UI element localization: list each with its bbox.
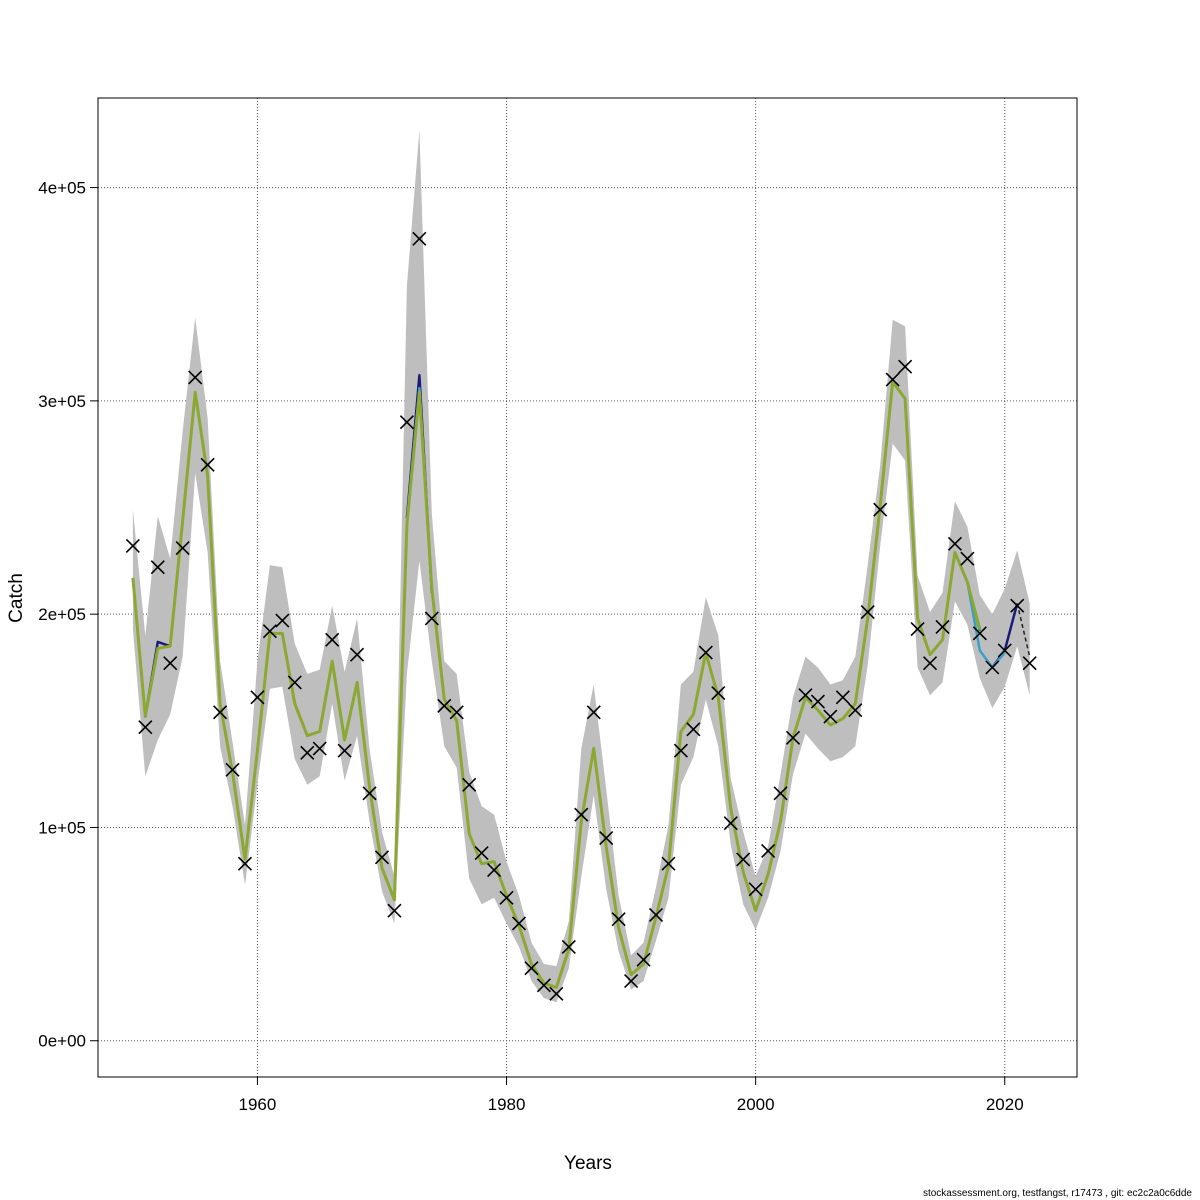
observed-point-1973 bbox=[412, 231, 427, 246]
observed-point-1965 bbox=[312, 741, 327, 756]
observed-point-2004 bbox=[798, 688, 813, 703]
observed-point-1984 bbox=[549, 986, 564, 1001]
observed-point-2005 bbox=[810, 694, 825, 709]
observed-point-1960 bbox=[250, 690, 265, 705]
y-tick-label-4: 4e+05 bbox=[38, 179, 86, 198]
observed-point-1964 bbox=[300, 745, 315, 760]
observed-point-2012 bbox=[898, 359, 913, 374]
observed-point-1988 bbox=[599, 831, 614, 846]
peel-line-1 bbox=[966, 581, 1006, 669]
series-lines bbox=[131, 374, 1031, 989]
observed-point-1991 bbox=[636, 952, 651, 967]
y-axis: 0e+00 1e+05 2e+05 3e+05 4e+05 bbox=[38, 179, 98, 1051]
x-axis: 1960 1980 2000 2020 bbox=[239, 1077, 1024, 1114]
footer-note: stockassessment.org, testfangst, r17473 … bbox=[923, 1188, 1192, 1199]
observed-point-1954 bbox=[175, 540, 190, 556]
observed-point-1994 bbox=[673, 743, 688, 758]
observed-point-2011 bbox=[885, 372, 900, 387]
observed-point-1951 bbox=[138, 720, 153, 735]
observed-point-1981 bbox=[511, 916, 527, 931]
observed-point-1990 bbox=[624, 973, 639, 989]
peel-line-3 bbox=[1016, 603, 1031, 657]
observed-point-1950 bbox=[125, 538, 140, 553]
x-tick-label-3: 2020 bbox=[986, 1095, 1024, 1114]
observed-point-2010 bbox=[873, 502, 888, 517]
plot-frame bbox=[97, 97, 1078, 1078]
observed-point-2015 bbox=[935, 619, 950, 635]
observed-point-1983 bbox=[536, 978, 551, 993]
observed-point-1957 bbox=[212, 705, 228, 720]
observed-point-1974 bbox=[424, 611, 439, 626]
estimate-line bbox=[131, 380, 982, 989]
observed-point-2021 bbox=[1010, 598, 1025, 613]
observed-point-1978 bbox=[474, 845, 489, 861]
observed-point-1970 bbox=[374, 850, 390, 865]
observed-point-1971 bbox=[387, 903, 402, 918]
observed-point-1952 bbox=[150, 560, 165, 575]
observed-point-1985 bbox=[561, 939, 576, 954]
observed-point-1993 bbox=[661, 856, 676, 871]
observed-point-1996 bbox=[698, 645, 713, 660]
observed-point-1997 bbox=[711, 686, 726, 701]
observed-point-1968 bbox=[350, 647, 365, 662]
observed-point-1958 bbox=[225, 762, 240, 777]
observed-point-1953 bbox=[163, 656, 178, 671]
observed-point-1987 bbox=[586, 705, 601, 720]
observed-point-1979 bbox=[487, 863, 502, 878]
y-axis-label: Catch bbox=[6, 573, 27, 623]
observed-point-2013 bbox=[910, 622, 925, 637]
observed-point-2002 bbox=[773, 786, 788, 801]
observed-point-2018 bbox=[972, 626, 987, 641]
observed-point-2022 bbox=[1022, 656, 1037, 671]
observed-point-2019 bbox=[985, 660, 1000, 675]
observed-point-1977 bbox=[462, 777, 477, 792]
observed-point-2009 bbox=[860, 604, 875, 620]
observed-point-2016 bbox=[947, 536, 963, 551]
observed-point-1989 bbox=[611, 912, 626, 927]
x-tick-label-0: 1960 bbox=[239, 1095, 277, 1114]
observed-point-1972 bbox=[399, 415, 414, 430]
observed-point-1975 bbox=[437, 698, 452, 713]
observed-point-2001 bbox=[761, 843, 776, 858]
x-tick-label-1: 1980 bbox=[488, 1095, 526, 1114]
observed-point-2020 bbox=[997, 643, 1012, 658]
observed-point-1995 bbox=[686, 722, 701, 737]
observed-point-2008 bbox=[848, 703, 863, 718]
observed-point-2000 bbox=[748, 882, 763, 897]
observed-point-1967 bbox=[337, 743, 352, 758]
observed-point-1980 bbox=[499, 890, 514, 905]
observed-point-1956 bbox=[200, 457, 215, 472]
observed-point-1955 bbox=[188, 370, 203, 385]
observed-point-1969 bbox=[362, 786, 377, 801]
y-tick-label-0: 0e+00 bbox=[38, 1032, 86, 1051]
observed-point-1963 bbox=[287, 675, 302, 690]
x-tick-label-2: 2000 bbox=[737, 1095, 775, 1114]
y-tick-label-2: 2e+05 bbox=[38, 605, 86, 624]
observed-point-1999 bbox=[736, 852, 751, 867]
observed-point-2006 bbox=[823, 709, 838, 724]
observed-point-1998 bbox=[723, 816, 738, 831]
observed-point-2017 bbox=[960, 551, 975, 566]
observed-point-1959 bbox=[237, 856, 253, 871]
observed-point-2014 bbox=[922, 656, 938, 671]
observed-point-1962 bbox=[275, 613, 290, 628]
x-axis-label: Years bbox=[564, 1153, 612, 1174]
observed-point-1976 bbox=[449, 705, 464, 720]
observed-point-2003 bbox=[785, 730, 801, 745]
observed-point-1961 bbox=[262, 624, 277, 639]
observed-markers bbox=[125, 231, 1037, 1001]
observed-point-2007 bbox=[835, 690, 850, 705]
observed-point-1992 bbox=[648, 907, 664, 922]
observed-point-1986 bbox=[574, 807, 589, 822]
observed-point-1966 bbox=[325, 632, 340, 647]
observed-point-1982 bbox=[524, 961, 539, 976]
y-tick-label-3: 3e+05 bbox=[38, 392, 86, 411]
y-tick-label-1: 1e+05 bbox=[38, 818, 86, 837]
